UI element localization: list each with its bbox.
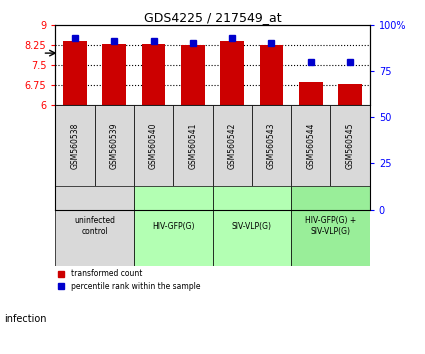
Legend: transformed count, percentile rank within the sample: transformed count, percentile rank withi… <box>55 266 203 294</box>
Bar <box>181 71 205 210</box>
FancyBboxPatch shape <box>331 105 370 186</box>
FancyBboxPatch shape <box>291 105 331 186</box>
Text: GSM560543: GSM560543 <box>267 122 276 169</box>
Text: HIV-GFP(G) +
SIV-VLP(G): HIV-GFP(G) + SIV-VLP(G) <box>305 216 356 236</box>
FancyBboxPatch shape <box>212 105 252 186</box>
FancyBboxPatch shape <box>134 186 212 266</box>
Text: GSM560542: GSM560542 <box>228 122 237 169</box>
FancyBboxPatch shape <box>212 186 291 266</box>
Text: HIV-GFP(G): HIV-GFP(G) <box>152 222 194 230</box>
Bar <box>299 157 323 210</box>
Text: GSM560539: GSM560539 <box>110 122 119 169</box>
Bar <box>260 71 283 210</box>
FancyBboxPatch shape <box>291 186 370 266</box>
Text: GSM560538: GSM560538 <box>71 122 79 169</box>
FancyBboxPatch shape <box>134 105 173 186</box>
Text: GSM560544: GSM560544 <box>306 122 315 169</box>
Bar <box>102 68 126 210</box>
Bar <box>142 68 165 210</box>
Text: GSM560540: GSM560540 <box>149 122 158 169</box>
Bar <box>220 62 244 210</box>
FancyBboxPatch shape <box>55 186 134 266</box>
Bar <box>338 160 362 210</box>
Text: SIV-VLP(G): SIV-VLP(G) <box>232 222 272 230</box>
FancyBboxPatch shape <box>94 105 134 186</box>
Text: uninfected
control: uninfected control <box>74 216 115 236</box>
FancyBboxPatch shape <box>55 105 94 186</box>
FancyBboxPatch shape <box>173 105 212 186</box>
Title: GDS4225 / 217549_at: GDS4225 / 217549_at <box>144 11 281 24</box>
Bar <box>63 62 87 210</box>
Text: GSM560545: GSM560545 <box>346 122 354 169</box>
FancyBboxPatch shape <box>252 105 291 186</box>
Text: infection: infection <box>4 314 47 324</box>
Text: GSM560541: GSM560541 <box>188 122 197 169</box>
